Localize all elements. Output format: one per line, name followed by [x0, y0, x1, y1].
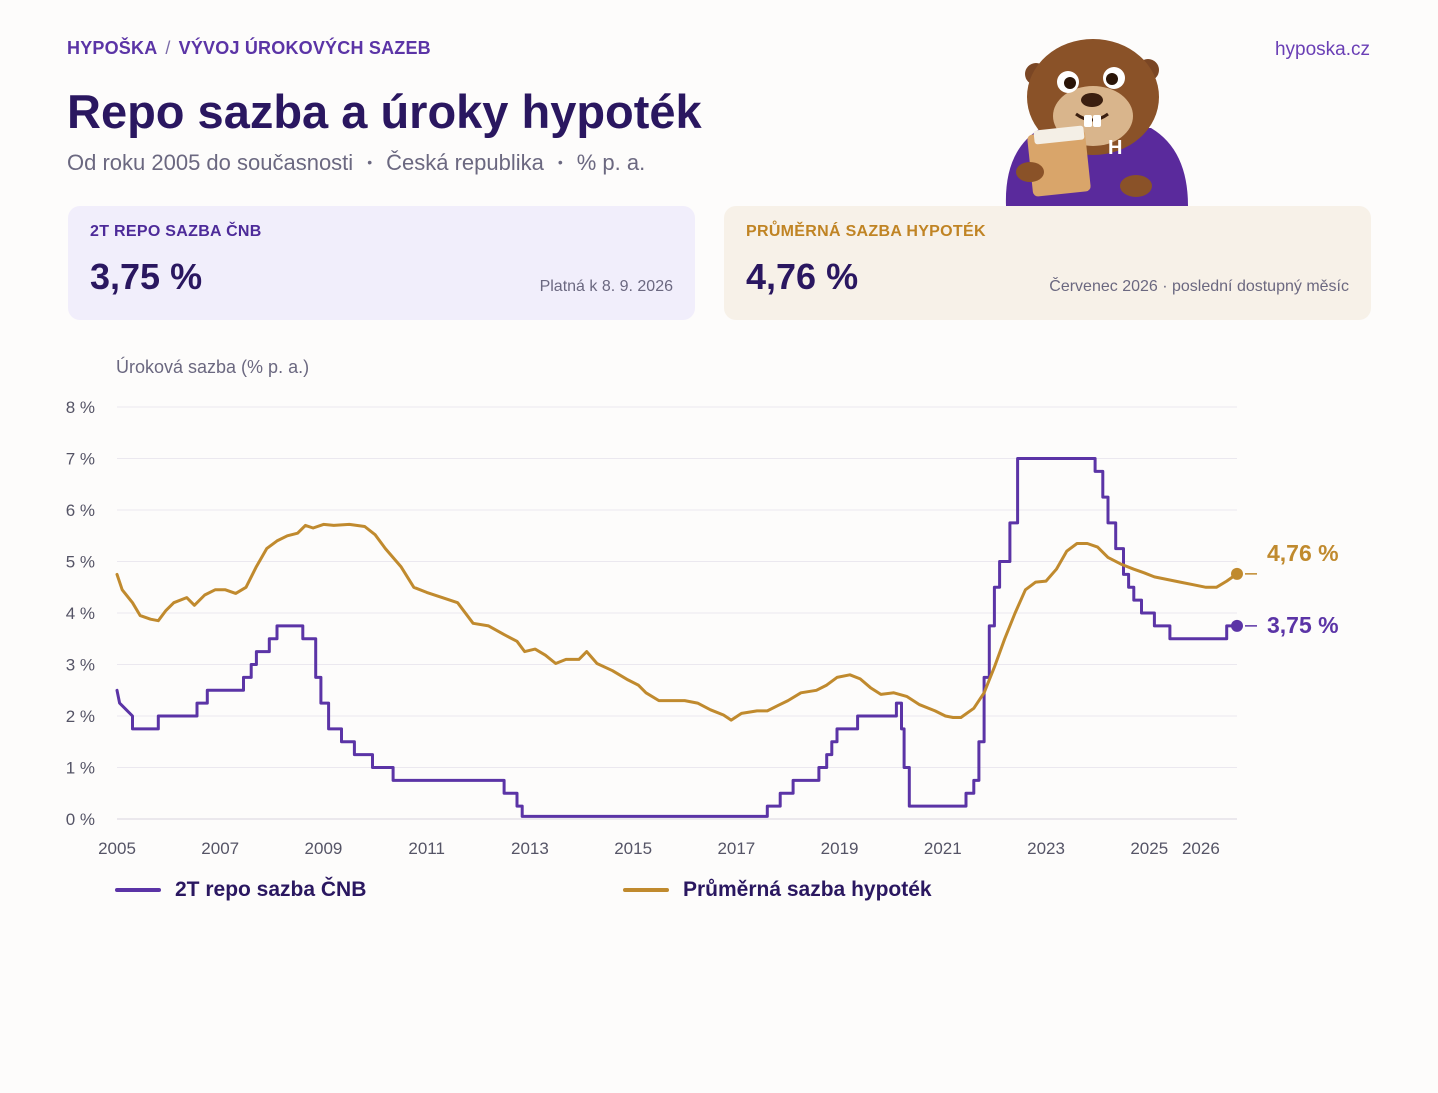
x-tick-label: 2019 — [821, 839, 859, 858]
mortgage-rate-card: PRŮMĚRNÁ SAZBA HYPOTÉK 4,76 % Červenec 2… — [724, 206, 1371, 320]
subtitle-dot: • — [557, 154, 563, 170]
page-title: Repo sazba a úroky hypoték — [67, 85, 702, 138]
series-line-mortgage — [115, 522, 1239, 722]
y-tick-label: 7 % — [66, 450, 95, 469]
repo-card-value: 3,75 % — [90, 256, 203, 297]
legend-swatch-repo — [115, 888, 161, 892]
legend-label-repo: 2T repo sazba ČNB — [175, 878, 367, 901]
breadcrumb-brand[interactable]: HYPOŠKA — [67, 38, 158, 58]
x-tick-label: 2011 — [408, 839, 445, 858]
x-tick-label: 2015 — [614, 839, 652, 858]
mortgage-card-label: PRŮMĚRNÁ SAZBA HYPOTÉK — [746, 223, 986, 240]
breadcrumb-separator: / — [165, 38, 171, 58]
subtitle-period: Od roku 2005 do současnosti — [67, 150, 354, 175]
y-tick-label: 3 % — [66, 656, 95, 675]
series-end-marker-repo — [1231, 619, 1243, 632]
series-end-marker-mortgage — [1231, 567, 1243, 580]
series-end-label-mortgage: 4,76 % — [1267, 540, 1339, 566]
legend-item-mortgage[interactable]: Průměrná sazba hypoték — [623, 878, 932, 902]
breadcrumb: HYPOŠKA / VÝVOJ ÚROKOVÝCH SAZEB — [67, 38, 431, 59]
repo-card-note: Platná k 8. 9. 2026 — [539, 278, 673, 295]
subtitle-dot: • — [367, 154, 373, 170]
x-tick-label: 2005 — [98, 839, 136, 858]
y-tick-label: 1 % — [66, 759, 95, 778]
x-tick-label: 2021 — [924, 839, 962, 858]
legend-item-repo[interactable]: 2T repo sazba ČNB — [115, 878, 366, 902]
mascot-badge: H — [1108, 137, 1122, 159]
mortgage-card-value: 4,76 % — [746, 256, 859, 297]
site-link[interactable]: hyposka.cz — [1274, 39, 1370, 60]
beaver-mascot-icon: H — [1005, 39, 1188, 206]
y-tick-label: 0 % — [66, 810, 95, 829]
rates-line-chart: Úroková sazba (% p. a.) 0 % 1 % 2 % 3 % 4 % 5 … — [66, 356, 1339, 858]
x-tick-label: 2009 — [305, 839, 343, 858]
y-tick-label: 6 % — [66, 501, 95, 520]
repo-card-label: 2T REPO SAZBA ČNB — [90, 223, 262, 240]
y-tick-label: 2 % — [66, 707, 95, 726]
y-tick-label: 5 % — [66, 553, 95, 572]
repo-rate-card: 2T REPO SAZBA ČNB 3,75 % Platná k 8. 9. … — [68, 206, 695, 320]
x-tick-label: 2013 — [511, 839, 549, 858]
x-tick-label: 2007 — [201, 839, 239, 858]
x-tick-label: 2025 — [1130, 839, 1168, 858]
y-axis-title: Úroková sazba (% p. a.) — [116, 356, 309, 377]
y-tick-label: 4 % — [66, 604, 95, 623]
x-tick-label: 2023 — [1027, 839, 1065, 858]
page-subtitle: Od roku 2005 do současnosti • Česká republ… — [67, 150, 645, 176]
subtitle-country: Česká republika — [386, 150, 544, 175]
subtitle-unit: % p. a. — [576, 150, 646, 175]
breadcrumb-section[interactable]: VÝVOJ ÚROKOVÝCH SAZEB — [178, 38, 431, 58]
mortgage-card-note: Červenec 2026 · poslední dostupný měsíc — [1049, 278, 1349, 295]
series-line-repo — [115, 457, 1239, 818]
x-tick-label: 2017 — [717, 839, 755, 858]
legend-label-mortgage: Průměrná sazba hypoték — [683, 878, 932, 901]
legend-swatch-mortgage — [623, 888, 669, 892]
series-end-label-repo: 3,75 % — [1267, 612, 1339, 638]
y-tick-label: 8 % — [66, 398, 95, 417]
x-tick-label: 2026 — [1182, 839, 1220, 858]
